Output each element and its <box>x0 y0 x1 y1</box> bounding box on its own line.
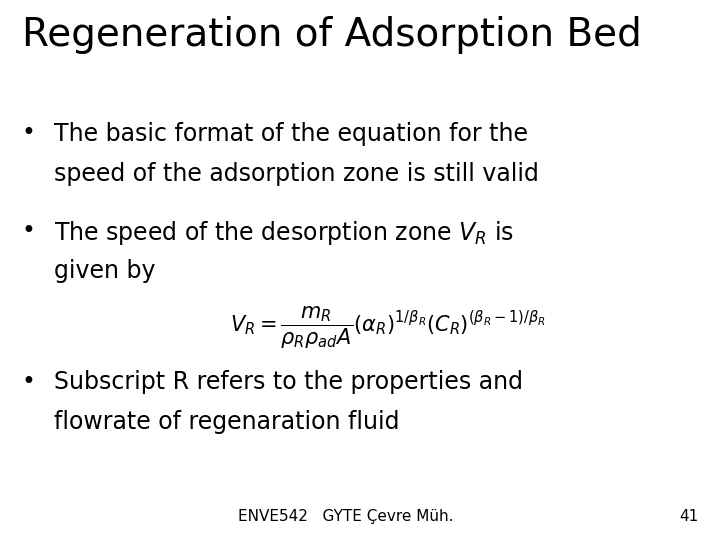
Text: given by: given by <box>54 259 156 283</box>
Text: 41: 41 <box>679 509 698 524</box>
Text: •: • <box>22 122 35 145</box>
Text: $V_R = \dfrac{m_R}{\rho_R \rho_{ad} A} (\alpha_R)^{1/\beta_R} (C_R)^{(\beta_R-1): $V_R = \dfrac{m_R}{\rho_R \rho_{ad} A} (… <box>230 305 546 351</box>
Text: The speed of the desorption zone $V_R$ is: The speed of the desorption zone $V_R$ i… <box>54 219 514 247</box>
Text: Regeneration of Adsorption Bed: Regeneration of Adsorption Bed <box>22 16 642 54</box>
Text: ENVE542   GYTE Çevre Müh.: ENVE542 GYTE Çevre Müh. <box>238 509 453 524</box>
Text: flowrate of regenaration fluid: flowrate of regenaration fluid <box>54 410 400 434</box>
Text: speed of the adsorption zone is still valid: speed of the adsorption zone is still va… <box>54 162 539 186</box>
Text: Subscript R refers to the properties and: Subscript R refers to the properties and <box>54 370 523 394</box>
Text: The basic format of the equation for the: The basic format of the equation for the <box>54 122 528 145</box>
Text: •: • <box>22 370 35 394</box>
Text: •: • <box>22 219 35 242</box>
